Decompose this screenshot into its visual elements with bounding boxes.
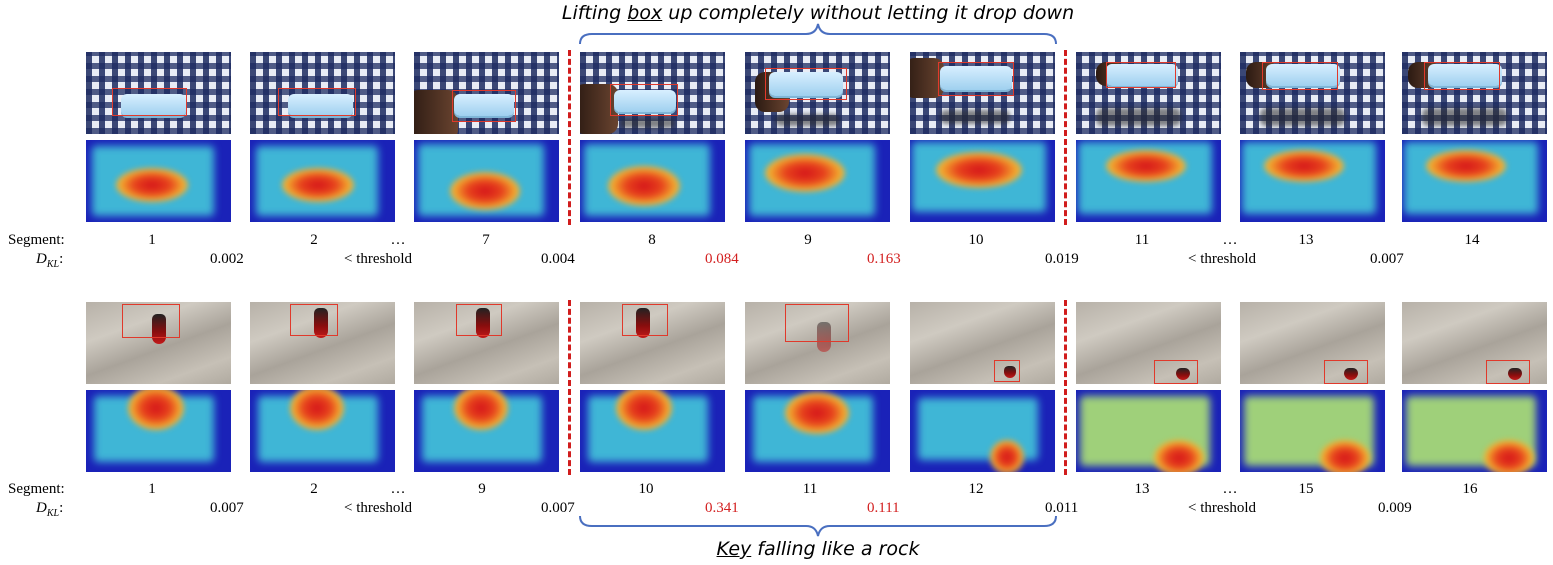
top-caption-suffix: up completely without letting it drop do…	[662, 2, 1075, 24]
video-frame	[745, 52, 890, 134]
video-frame	[250, 52, 395, 134]
video-frame	[910, 52, 1055, 134]
video-frame	[580, 52, 725, 134]
video-frame	[745, 302, 890, 384]
dkl-value: 0.019	[1045, 251, 1079, 267]
segment-number: 9	[804, 232, 812, 248]
dkl-value: 0.009	[1378, 500, 1412, 516]
segment-number: 10	[968, 232, 984, 248]
attention-heatmap	[580, 390, 725, 472]
segment-number: 11	[1134, 232, 1150, 248]
attention-heatmap	[1402, 390, 1547, 472]
attention-heatmap	[86, 140, 231, 222]
segment-number: 11	[802, 481, 818, 497]
attention-heatmap	[910, 390, 1055, 472]
bottom-caption-emph: Key	[716, 538, 752, 560]
dkl-value: 0.002	[210, 251, 244, 267]
bottom-caption: Key falling like a rock	[618, 538, 1018, 560]
attention-heatmap	[414, 140, 559, 222]
segment-number: 7	[482, 232, 490, 248]
top-caption: Lifting box up completely without lettin…	[500, 2, 1136, 24]
segment-number: 1	[148, 481, 156, 497]
attention-heatmap	[414, 390, 559, 472]
segment-ellipsis: …	[390, 232, 406, 248]
top-caption-emph: box	[627, 2, 663, 24]
segment-number: 16	[1462, 481, 1478, 497]
segment-number: 15	[1298, 481, 1314, 497]
segment-number: 13	[1298, 232, 1314, 248]
dkl-threshold: < threshold	[344, 500, 413, 516]
video-frame	[1402, 302, 1547, 384]
attention-heatmap	[745, 140, 890, 222]
dkl-colon: :	[59, 500, 64, 516]
video-frame	[1402, 52, 1547, 134]
dkl-colon: :	[59, 251, 64, 267]
video-frame	[414, 52, 559, 134]
dkl-value: 0.007	[1370, 251, 1404, 267]
segment-ellipsis: …	[1222, 481, 1238, 497]
segment-number: 10	[638, 481, 654, 497]
segment-number: 2	[310, 232, 318, 248]
segment-number: 9	[478, 481, 486, 497]
dkl-value: 0.007	[541, 500, 575, 516]
attention-heatmap	[1240, 140, 1385, 222]
video-frame	[414, 302, 559, 384]
dkl-value: 0.007	[210, 500, 244, 516]
video-frame	[250, 302, 395, 384]
divider-line	[568, 50, 571, 225]
dkl-threshold: < threshold	[344, 251, 413, 267]
segment-number: 14	[1464, 232, 1480, 248]
dkl-value-highlight: 0.163	[867, 251, 901, 267]
segment-ellipsis: …	[1222, 232, 1238, 248]
dkl-letter: D	[36, 500, 47, 516]
dkl-value-highlight: 0.341	[705, 500, 739, 516]
bottom-brace	[579, 515, 1057, 537]
segment-number: 2	[310, 481, 318, 497]
dkl-letter: D	[36, 251, 47, 267]
divider-line	[568, 300, 571, 475]
segment-number: 13	[1134, 481, 1150, 497]
attention-heatmap	[86, 390, 231, 472]
bottom-caption-suffix: falling like a rock	[751, 538, 920, 560]
attention-heatmap	[250, 390, 395, 472]
dkl-value: 0.004	[541, 251, 575, 267]
dkl-label: DKL:	[36, 251, 63, 270]
dkl-threshold: < threshold	[1188, 500, 1257, 516]
attention-heatmap	[1076, 140, 1221, 222]
segment-number: 1	[148, 232, 156, 248]
dkl-threshold: < threshold	[1188, 251, 1257, 267]
video-frame	[86, 302, 231, 384]
video-frame	[1076, 302, 1221, 384]
video-frame	[1240, 52, 1385, 134]
dkl-value: 0.011	[1045, 500, 1079, 516]
attention-heatmap	[1076, 390, 1221, 472]
video-frame	[1076, 52, 1221, 134]
segment-number: 12	[968, 481, 984, 497]
top-brace	[579, 23, 1057, 45]
segment-ellipsis: …	[390, 481, 406, 497]
attention-heatmap	[1240, 390, 1385, 472]
dkl-value-highlight: 0.111	[867, 500, 900, 516]
video-frame	[910, 302, 1055, 384]
dkl-subscript: KL	[46, 508, 60, 519]
dkl-subscript: KL	[46, 259, 60, 270]
video-frame	[86, 52, 231, 134]
attention-heatmap	[745, 390, 890, 472]
attention-heatmap	[910, 140, 1055, 222]
segment-label: Segment:	[8, 481, 65, 497]
attention-heatmap	[1402, 140, 1547, 222]
divider-line	[1064, 50, 1067, 225]
video-frame	[1240, 302, 1385, 384]
divider-line	[1064, 300, 1067, 475]
segment-label: Segment:	[8, 232, 65, 248]
video-frame	[580, 302, 725, 384]
segment-number: 8	[648, 232, 656, 248]
dkl-label: DKL:	[36, 500, 63, 519]
dkl-value-highlight: 0.084	[705, 251, 739, 267]
attention-heatmap	[250, 140, 395, 222]
top-caption-prefix: Lifting	[561, 2, 628, 24]
attention-heatmap	[580, 140, 725, 222]
